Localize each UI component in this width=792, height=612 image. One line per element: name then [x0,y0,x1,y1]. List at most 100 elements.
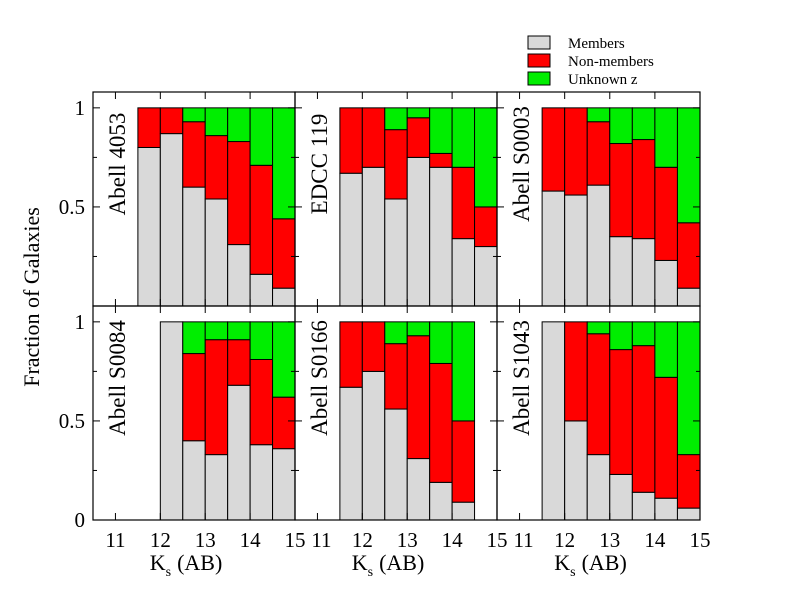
panel-label: Abell S1043 [509,320,534,436]
bar-members [361,370,386,521]
bar-members [676,507,701,521]
bar-members [272,287,296,307]
legend-swatch-1 [527,53,551,68]
bar-unknown [631,321,656,347]
bar-members [272,448,296,521]
panel-frame [496,305,701,521]
bar-unknown [586,107,611,123]
bar-unknown [204,321,229,341]
bar-nonmembers [541,107,566,192]
bar-members [137,146,161,307]
bar-members [249,273,274,307]
panel-label: EDCC 119 [307,114,332,215]
x-tick-label: 12 [352,528,373,552]
bar-nonmembers [182,353,206,442]
bar-nonmembers [339,107,363,174]
bar-unknown [272,107,296,220]
bar-nonmembers [676,454,701,509]
bar-nonmembers [429,152,453,168]
bar-unknown [676,107,701,224]
bar-nonmembers [474,206,498,248]
bar-unknown [586,321,611,335]
legend-label-0: Members [568,36,625,52]
x-tick-label: 15 [285,528,306,552]
bar-unknown [654,321,678,378]
x-tick-label: 14 [442,528,464,552]
y-tick-label: 0.5 [59,195,85,219]
bar-unknown [451,321,476,422]
bar-unknown [272,321,296,398]
bar-unknown [384,321,408,345]
bar-unknown [204,107,229,137]
y-tick-label: 1 [75,310,86,334]
bar-nonmembers [654,376,678,499]
bar-unknown [609,321,633,351]
x-axis-title-main: K [352,550,368,575]
x-axis-title-main: K [554,550,570,575]
bar-members [586,454,611,521]
bar-members [654,497,678,521]
bar-members [159,133,184,307]
bar-unknown [676,321,701,456]
bar-nonmembers [586,121,611,186]
bar-unknown [249,321,274,361]
bar-nonmembers [564,321,588,422]
bar-nonmembers [159,107,184,135]
x-axis-labels: 11 12 13 14 15 Ks (AB) 11 12 13 14 15 Ks (AB) 11 12 13 14… [105,528,710,580]
bar-unknown [182,321,206,355]
bar-nonmembers [676,222,701,289]
x-tick-label: 15 [690,528,711,552]
x-axis-title-subscript: s [166,565,171,580]
bar-members [676,287,701,307]
legend-label-2: Unknown z [568,72,638,88]
bar-nonmembers [272,396,296,450]
x-tick-label: 12 [554,528,575,552]
x-tick-label: 13 [397,528,418,552]
bar-nonmembers [406,117,431,158]
bar-unknown [384,107,408,131]
bar-nonmembers [451,166,476,240]
x-tick-label: 13 [195,528,216,552]
bar-nonmembers [609,143,633,238]
bar-unknown [451,107,476,168]
bar-members [451,501,476,521]
y-tick-label: 0 [75,508,86,532]
bar-members [249,444,274,521]
bar-members [361,166,386,307]
bar-members [586,184,611,307]
x-axis-title-unit: (AB) [379,550,424,575]
bar-nonmembers [361,107,386,168]
bar-members [406,156,431,307]
bar-members [406,458,431,521]
x-axis-title-subscript: s [368,565,373,580]
bar-unknown [182,107,206,123]
bar-nonmembers [631,345,656,493]
x-axis-title: Ks (AB) [352,550,425,580]
panel-label: Abell 4053 [105,113,130,216]
bar-members [609,236,633,307]
panel-1: EDCC 119 [294,91,498,307]
bar-unknown [429,321,453,364]
x-tick-label: 14 [240,528,262,552]
bar-nonmembers [204,339,229,456]
bar-nonmembers [384,343,408,410]
x-axis-title: Ks (AB) [554,550,627,580]
bar-nonmembers [339,321,363,388]
x-tick-label: 14 [644,528,666,552]
bar-nonmembers [451,420,476,503]
y-axis-title: Fraction of Galaxies [19,207,44,387]
legend-swatch-2 [527,71,551,86]
x-tick-label: 11 [311,528,331,552]
bar-unknown [227,321,251,341]
panel-4: Abell S0166 [294,305,498,521]
bar-members [384,198,408,307]
chart-panels: Abell 4053 EDCC 119 Abell S0003 Abell S0084… [92,91,701,521]
bar-unknown [654,107,678,168]
bar-members [384,408,408,521]
bar-members [564,194,588,307]
bar-nonmembers [272,218,296,289]
panel-0: Abell 4053 [92,91,296,307]
bar-nonmembers [406,335,431,460]
x-axis-title: Ks (AB) [150,550,223,580]
x-tick-label: 11 [105,528,125,552]
